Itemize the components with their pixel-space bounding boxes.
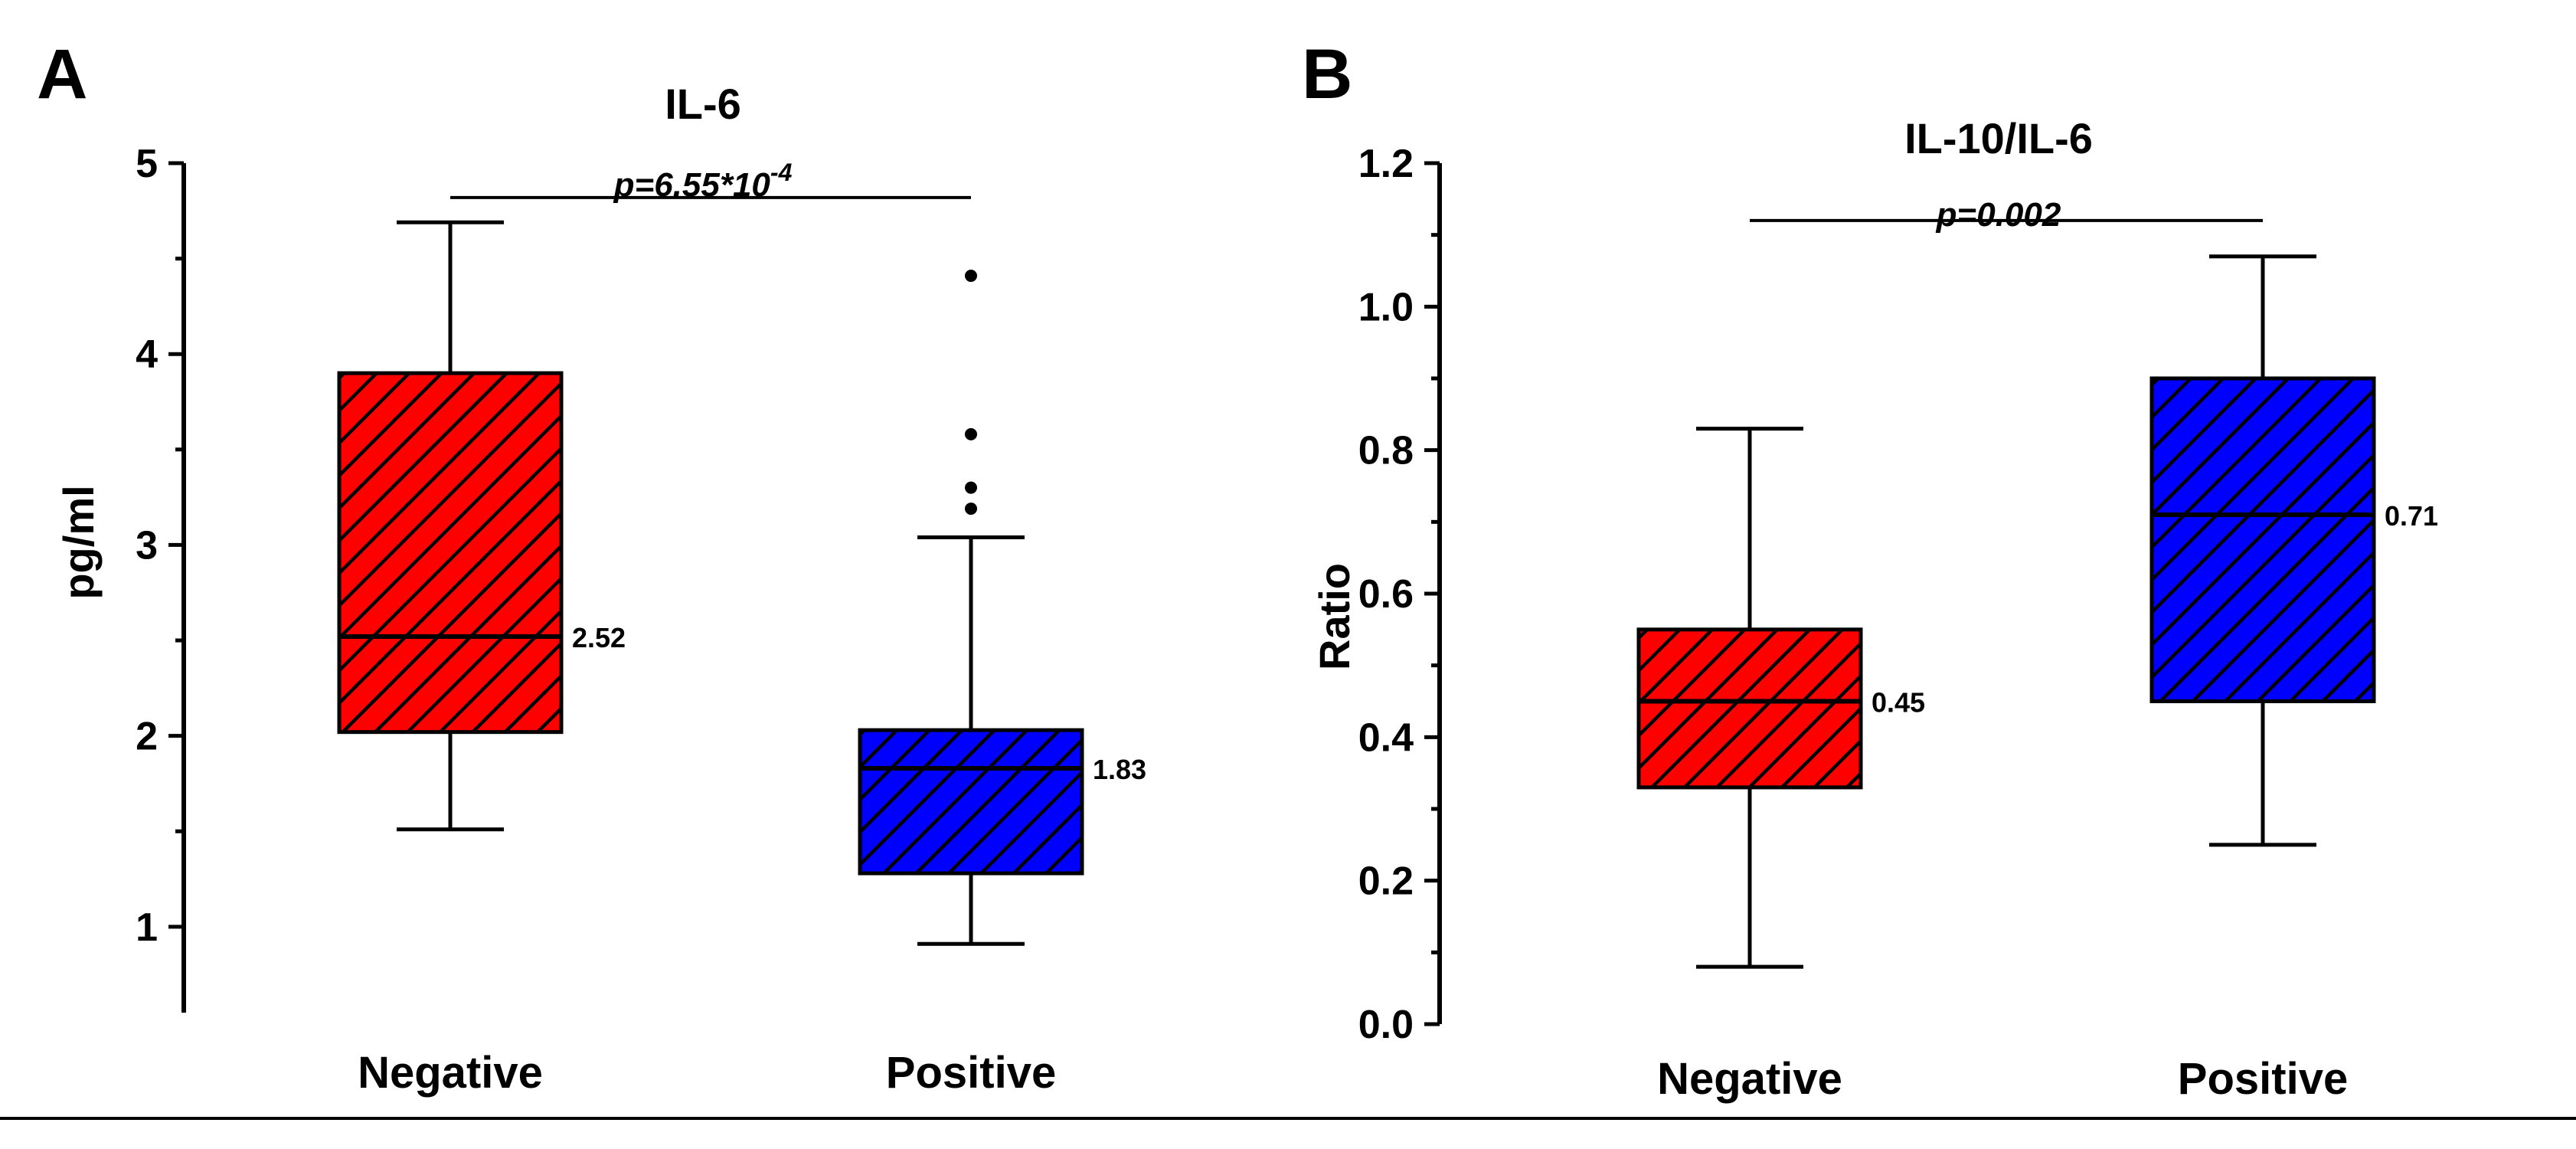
chart-title-b: IL-10/IL-6 — [1904, 114, 2093, 162]
y-tick-label: 1.0 — [1358, 285, 1414, 329]
box-negative — [1636, 627, 1863, 790]
x-category-label-positive-b: Positive — [2178, 1054, 2348, 1104]
outlier-point — [965, 270, 977, 283]
panel-letter-b: B — [1302, 35, 1352, 113]
median-label-positive: 0.71 — [2385, 500, 2438, 532]
box-negative — [337, 371, 564, 735]
y-tick-label: 2 — [136, 715, 158, 759]
panel-letter-a: A — [37, 35, 87, 113]
outlier-point — [965, 481, 977, 494]
outlier-point — [965, 502, 977, 516]
y-tick-label: 0.2 — [1358, 859, 1414, 904]
y-axis-label-a: pg/ml — [54, 485, 103, 599]
median-label-negative: 0.45 — [1872, 687, 1925, 719]
p-value-a-exponent: -4 — [770, 159, 793, 186]
y-tick-label: 1.2 — [1358, 142, 1414, 186]
box-positive — [2149, 376, 2376, 703]
panel-a-marks: 1 2 3 4 5 2.52 1.83 — [136, 142, 1146, 1013]
median-label-negative: 2.52 — [572, 622, 626, 653]
outlier-point — [965, 427, 977, 440]
p-value-b-main: p=0.002 — [1936, 196, 2061, 234]
x-category-label-negative-b: Negative — [1657, 1054, 1842, 1104]
y-tick-label: 3 — [136, 523, 158, 568]
box-positive — [858, 728, 1084, 876]
y-tick-label: 0.4 — [1358, 715, 1414, 760]
y-tick-label: 0.6 — [1358, 572, 1414, 617]
panel-b-marks: 0.0 0.2 0.4 0.6 0.8 1.0 1.2 0.45 0.71 — [1358, 142, 2438, 1047]
p-value-b: p=0.002 — [1936, 196, 2061, 234]
x-category-label-positive-a: Positive — [886, 1048, 1056, 1098]
panel-b: B IL-10/IL-6 Ratio 0.0 0.2 0.4 0.6 0.8 1.0 1.2… — [1302, 35, 2438, 1104]
x-category-label-negative-a: Negative — [358, 1048, 543, 1098]
p-value-a-main: p=6.55*10 — [613, 166, 771, 204]
panel-a: A IL-6 pg/ml 1 2 3 4 5 2.52 1.83 p=6.55*10-4 N… — [37, 35, 1146, 1098]
y-tick-label: 0.0 — [1358, 1003, 1414, 1047]
y-axis-label-b: Ratio — [1310, 563, 1358, 670]
y-tick-label: 0.8 — [1358, 429, 1414, 473]
median-label-positive: 1.83 — [1093, 754, 1146, 785]
y-tick-label: 5 — [136, 142, 158, 186]
y-tick-label: 1 — [136, 905, 158, 950]
y-tick-label: 4 — [136, 332, 158, 377]
p-value-a: p=6.55*10-4 — [613, 159, 793, 204]
chart-title-a: IL-6 — [665, 80, 741, 128]
